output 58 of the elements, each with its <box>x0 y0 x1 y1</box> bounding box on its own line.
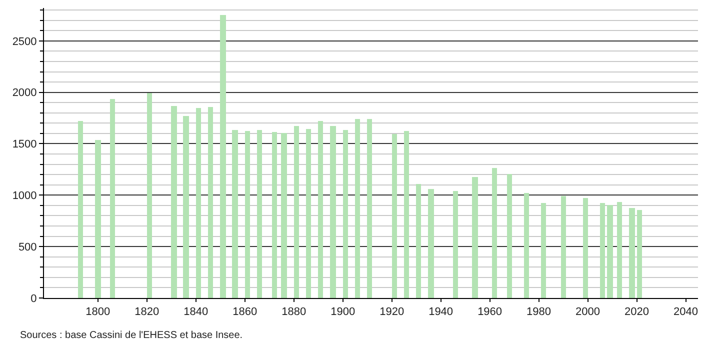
bar <box>318 121 323 298</box>
bar <box>281 133 287 298</box>
bar <box>78 121 83 298</box>
y-tick-label: 500 <box>18 241 37 254</box>
y-tick-label: 1500 <box>12 138 37 151</box>
x-tick-label: 1980 <box>526 306 552 318</box>
bar <box>183 116 189 298</box>
bar <box>472 177 478 298</box>
bar <box>306 129 311 298</box>
bar <box>524 193 529 298</box>
bar <box>367 119 372 298</box>
bar <box>583 198 588 298</box>
bar <box>617 202 622 298</box>
x-tick-label: 1920 <box>380 306 404 318</box>
bar <box>196 108 201 298</box>
x-tick-label: 1860 <box>232 306 258 318</box>
x-tick-label: 1800 <box>86 306 110 318</box>
bar <box>355 119 360 298</box>
bar <box>220 15 226 298</box>
x-tick-label: 1840 <box>184 306 208 318</box>
bar <box>637 210 642 298</box>
bar <box>272 132 277 298</box>
bar <box>95 140 101 298</box>
x-tick-label: 1940 <box>428 306 454 318</box>
x-tick-label: 1960 <box>478 306 502 318</box>
bar <box>561 196 566 298</box>
bar <box>257 130 262 298</box>
bar <box>404 131 409 298</box>
x-tick-label: 2020 <box>624 306 649 318</box>
bar <box>343 130 348 298</box>
bar <box>507 174 512 298</box>
bar <box>110 99 115 298</box>
y-tick-label: 0 <box>30 292 37 305</box>
x-tick-label: 1820 <box>134 306 160 318</box>
y-tick-label: 2000 <box>12 87 37 100</box>
x-tick-label: 1900 <box>330 306 356 318</box>
bar <box>330 126 336 298</box>
bar <box>600 203 605 298</box>
bar <box>147 93 152 298</box>
bar <box>245 131 250 298</box>
bar <box>171 106 177 298</box>
bar <box>541 203 546 298</box>
bar <box>629 208 635 298</box>
bar <box>492 168 497 298</box>
bar <box>453 191 458 298</box>
y-tick-label: 1000 <box>12 190 37 202</box>
bar <box>428 189 434 298</box>
x-tick-label: 2000 <box>576 306 600 318</box>
y-tick-label: 2500 <box>12 36 37 48</box>
bar <box>607 205 613 298</box>
bar <box>416 184 421 298</box>
bar <box>294 126 299 298</box>
bar <box>208 107 213 298</box>
x-tick-label: 2040 <box>674 306 698 318</box>
x-tick-label: 1880 <box>282 306 306 318</box>
bar <box>232 130 238 298</box>
source-note: Sources : base Cassini de l'EHESS et base Insee. <box>20 330 243 340</box>
bar <box>392 134 397 298</box>
